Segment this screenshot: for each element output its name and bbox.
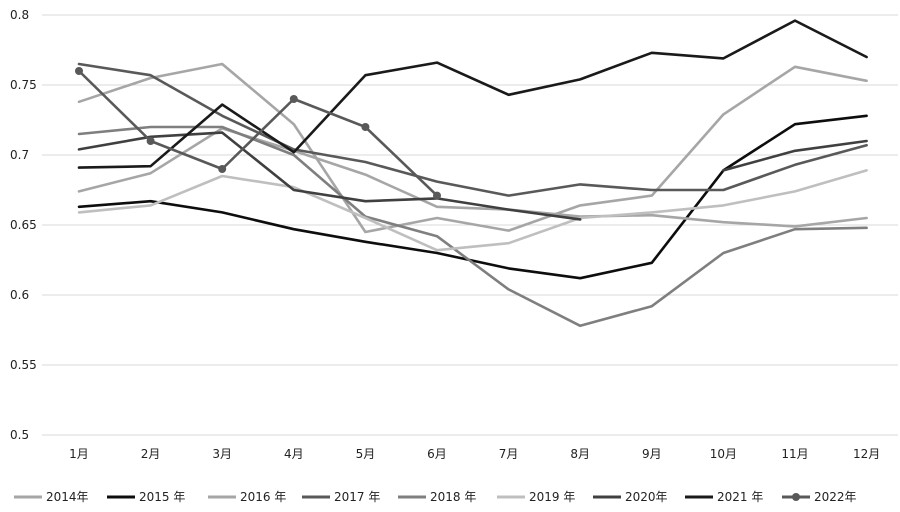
series-line	[77, 62, 868, 234]
data-point-marker	[146, 137, 155, 145]
data-point-marker	[361, 123, 370, 131]
series-line	[77, 114, 868, 280]
series-path	[77, 125, 868, 328]
x-tick-label: 6月	[427, 447, 447, 461]
data-point-marker	[433, 191, 441, 200]
y-tick-label: 0.6	[10, 288, 29, 302]
legend-item: 2018 年	[398, 490, 476, 504]
x-tick-label: 11月	[781, 447, 808, 461]
legend-item: 2019 年	[497, 490, 575, 504]
legend-item: 2017 年	[302, 490, 380, 504]
y-tick-label: 0.65	[10, 218, 37, 232]
x-tick-label: 5月	[356, 447, 376, 461]
legend-label: 2022年	[814, 490, 857, 504]
y-tick-label: 0.55	[10, 358, 37, 372]
y-tick-label: 0.5	[10, 428, 29, 442]
data-point-marker	[289, 95, 298, 103]
series-line	[77, 62, 868, 197]
x-tick-label: 9月	[642, 447, 662, 461]
y-tick-label: 0.8	[10, 8, 29, 22]
series-line	[77, 19, 868, 169]
data-point-marker	[75, 67, 83, 75]
x-tick-label: 1月	[69, 447, 89, 461]
series-path	[77, 127, 868, 228]
x-tick-label: 8月	[570, 447, 590, 461]
legend-label: 2019 年	[529, 490, 575, 504]
legend-item: 2020年	[593, 490, 668, 504]
legend-label: 2021 年	[717, 490, 763, 504]
x-tick-label: 7月	[499, 447, 519, 461]
series-line	[77, 127, 868, 228]
legend-label: 2020年	[625, 490, 668, 504]
legend-label: 2018 年	[430, 490, 476, 504]
series-line	[77, 125, 868, 328]
x-tick-label: 3月	[212, 447, 232, 461]
x-tick-label: 4月	[284, 447, 304, 461]
x-tick-label: 2月	[141, 447, 161, 461]
series-path	[77, 62, 868, 234]
legend-item: 2015 年	[107, 490, 185, 504]
x-tick-label: 12月	[853, 447, 880, 461]
series-line	[75, 67, 441, 200]
x-tick-label: 10月	[710, 447, 737, 461]
legend-item: 2022年	[782, 490, 857, 504]
series-line	[77, 131, 868, 221]
series-path	[77, 69, 439, 197]
y-axis: 0.5 0.55 0.6 0.65 0.7 0.75 0.8	[10, 8, 37, 442]
y-tick-label: 0.7	[10, 148, 29, 162]
legend-item: 2016 年	[208, 490, 286, 504]
legend-marker	[792, 493, 800, 501]
series-path	[77, 19, 868, 169]
legend-label: 2017 年	[334, 490, 380, 504]
legend: 2014年 2015 年 2016 年 2017 年 2018 年 2019 年 2020年…	[14, 490, 857, 504]
legend-item: 2021 年	[685, 490, 763, 504]
series-lines	[75, 19, 868, 328]
series-path	[77, 169, 868, 252]
x-axis: 1月 2月 3月 4月 5月 6月 7月 8月 9月 10月 11月 12月	[69, 447, 880, 461]
series-path	[77, 114, 868, 280]
legend-label: 2014年	[46, 490, 89, 504]
series-line	[77, 169, 868, 252]
series-path	[77, 62, 868, 197]
y-tick-label: 0.75	[10, 78, 37, 92]
legend-label: 2016 年	[240, 490, 286, 504]
legend-item: 2014年	[14, 490, 89, 504]
data-point-marker	[218, 165, 227, 173]
legend-label: 2015 年	[139, 490, 185, 504]
series-path	[77, 131, 868, 221]
